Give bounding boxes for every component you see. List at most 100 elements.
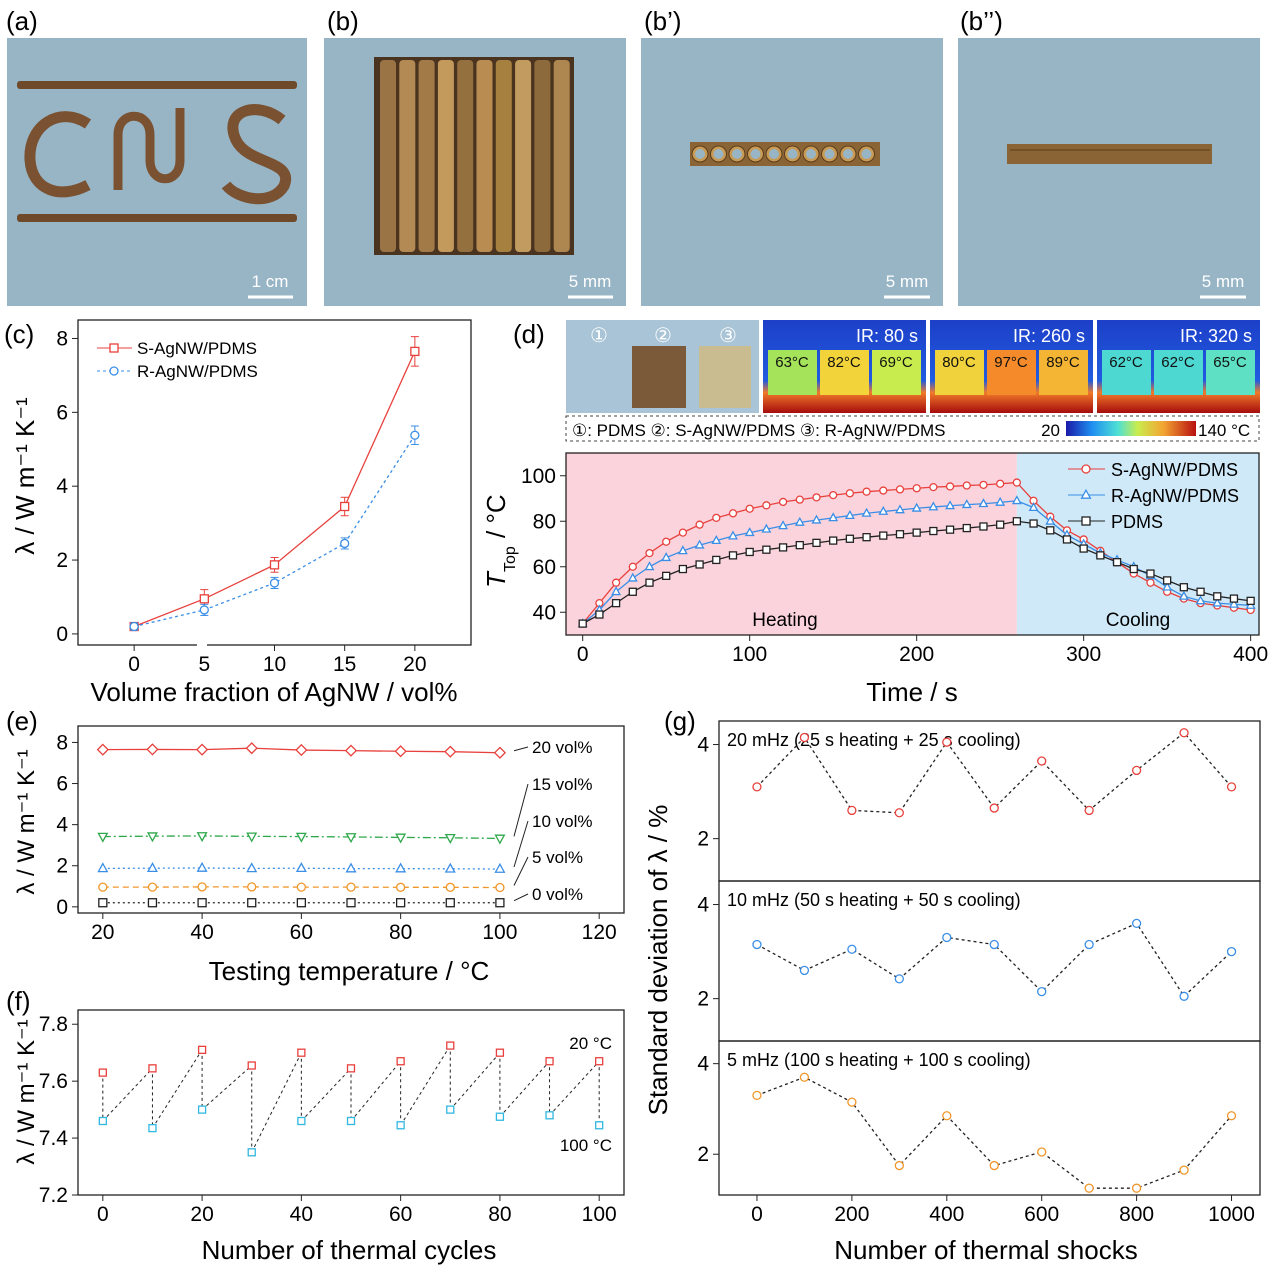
chart-d-legend-marker bbox=[1081, 464, 1091, 474]
chart-e-point bbox=[196, 861, 208, 872]
chart-c-point bbox=[340, 501, 350, 512]
chart-d-region bbox=[1016, 453, 1259, 635]
chart-d-legend-marker bbox=[1081, 516, 1091, 526]
chart-e-point bbox=[444, 745, 457, 758]
chart-f: Number of thermal cycles λ / W m⁻¹ K⁻¹ 2… bbox=[13, 1009, 625, 1265]
chart-d-point bbox=[1096, 551, 1105, 560]
chart-c-ytick-label: 6 bbox=[56, 401, 68, 424]
chart-d-point bbox=[1246, 596, 1255, 606]
chart-d-point bbox=[1195, 595, 1206, 605]
chart-g-point bbox=[894, 1160, 904, 1171]
chart-c-point bbox=[410, 346, 420, 357]
tube-hole bbox=[695, 149, 705, 159]
chart-g-point bbox=[942, 932, 952, 943]
chart-g-series-line bbox=[756, 922, 1232, 998]
chart-g-point bbox=[1037, 986, 1047, 997]
chart-f-connector bbox=[102, 1068, 153, 1122]
ir-sample-block bbox=[820, 350, 869, 395]
chart-e-point bbox=[96, 743, 109, 756]
chart-g-point bbox=[799, 732, 810, 743]
chart-d-point bbox=[845, 489, 855, 498]
panel-label-b-prime: (b’) bbox=[644, 6, 682, 36]
chart-d-point bbox=[879, 531, 888, 540]
chart-e-point bbox=[494, 862, 506, 873]
chart-d-point bbox=[945, 500, 956, 510]
ir-sample-block bbox=[1206, 350, 1255, 395]
chart-d-point bbox=[627, 572, 638, 582]
chart-e-point bbox=[97, 832, 109, 843]
chart-f-point bbox=[545, 1111, 554, 1120]
panel-label-d: (d) bbox=[513, 319, 545, 349]
fiber-strand bbox=[437, 60, 454, 252]
chart-g-3-xtick-label: 1000 bbox=[1208, 1203, 1255, 1226]
chart-d-point bbox=[895, 485, 905, 494]
chart-c-point bbox=[129, 621, 139, 632]
chart-d-point bbox=[1229, 598, 1239, 608]
tube-hole bbox=[843, 149, 853, 159]
chart-g-3-xtick-label: 400 bbox=[929, 1203, 964, 1226]
chart-f-ytick-label: 7.8 bbox=[39, 1013, 68, 1036]
chart-d-point bbox=[1163, 576, 1172, 585]
chart-e-point bbox=[147, 898, 158, 908]
chart-g-point bbox=[847, 1097, 857, 1107]
chart-c-xtick-label: 0 bbox=[128, 653, 140, 676]
chart-d-ytick-label: 80 bbox=[533, 510, 556, 533]
panel-label-e: (e) bbox=[6, 706, 38, 736]
chart-d-point bbox=[962, 523, 971, 533]
chart-f-connector bbox=[300, 1068, 352, 1122]
scale-bar-b-double-prime: 5 mm bbox=[1202, 272, 1245, 291]
chart-c: Volume fraction of AgNW / vol% λ / W m⁻¹… bbox=[10, 319, 472, 707]
chart-d-point bbox=[1178, 590, 1189, 600]
fiber-strand bbox=[380, 60, 396, 252]
chart-d-point bbox=[762, 545, 771, 554]
chart-d-point bbox=[745, 547, 754, 557]
ir-sample-temp: 62°C bbox=[1109, 354, 1143, 371]
tube-hole bbox=[732, 149, 742, 159]
chart-g-point bbox=[1179, 1165, 1189, 1175]
chart-e-series-label: 0 vol% bbox=[532, 885, 583, 904]
ir-sample-temp: 62°C bbox=[1161, 354, 1195, 371]
chart-f-xtick-label: 100 bbox=[582, 1203, 617, 1226]
chart-e-xtick-label: 60 bbox=[290, 921, 313, 944]
photo-panel-b: 5 mm bbox=[324, 38, 626, 306]
chart-c-ytick-label: 4 bbox=[56, 475, 68, 498]
chart-g-subplot-title: 10 mHz (50 s heating + 50 s cooling) bbox=[727, 890, 1021, 910]
chart-g-point bbox=[847, 805, 857, 816]
chart-d-point bbox=[878, 505, 889, 515]
chart-e-series-label: 20 vol% bbox=[532, 738, 592, 757]
panel-label-b: (b) bbox=[327, 6, 359, 36]
chart-f-xtick-label: 80 bbox=[488, 1203, 511, 1226]
chart-g-3-xtick-label: 800 bbox=[1119, 1203, 1154, 1226]
chart-c-ylabel: λ / W m⁻¹ K⁻¹ bbox=[10, 397, 40, 555]
chart-f-point bbox=[247, 1061, 256, 1070]
chart-d-point bbox=[945, 482, 955, 491]
scale-bar-b-prime: 5 mm bbox=[886, 272, 929, 291]
chart-d-point bbox=[611, 586, 622, 596]
chart-f-connector bbox=[350, 1060, 402, 1122]
chart-f-xtick-label: 20 bbox=[190, 1203, 213, 1226]
chart-d-point bbox=[795, 495, 804, 504]
colorbar bbox=[1066, 421, 1196, 436]
chart-e-point bbox=[494, 834, 506, 845]
chart-g-series-line bbox=[756, 731, 1233, 814]
chart-d-ylabel-sub: Top bbox=[502, 546, 519, 572]
chart-d-point bbox=[611, 578, 621, 587]
chart-d-xlabel: Time / s bbox=[866, 677, 957, 707]
chart-c-xtick-label: 5 bbox=[198, 653, 210, 676]
chart-d-point bbox=[1146, 578, 1155, 587]
chart-f-point bbox=[346, 1064, 356, 1073]
chart-d-ylabel-main: T bbox=[481, 570, 511, 588]
chart-d-point bbox=[812, 538, 821, 548]
chart-f-point bbox=[446, 1041, 455, 1050]
chart-d-point bbox=[1012, 478, 1022, 487]
chart-e-point bbox=[247, 882, 257, 892]
chart-d-point bbox=[862, 533, 871, 542]
chart-e-ylabel: λ / W m⁻¹ K⁻¹ bbox=[13, 749, 40, 894]
chart-d-point bbox=[695, 560, 704, 569]
ir-sample-temp: 69°C bbox=[879, 354, 913, 371]
chart-d-point bbox=[1229, 594, 1239, 603]
chart-d-point bbox=[1129, 564, 1138, 574]
chart-g-2-ytick-label: 4 bbox=[697, 894, 709, 917]
chart-c-legend-label: S-AgNW/PDMS bbox=[137, 339, 257, 358]
chart-d-point bbox=[628, 587, 637, 596]
